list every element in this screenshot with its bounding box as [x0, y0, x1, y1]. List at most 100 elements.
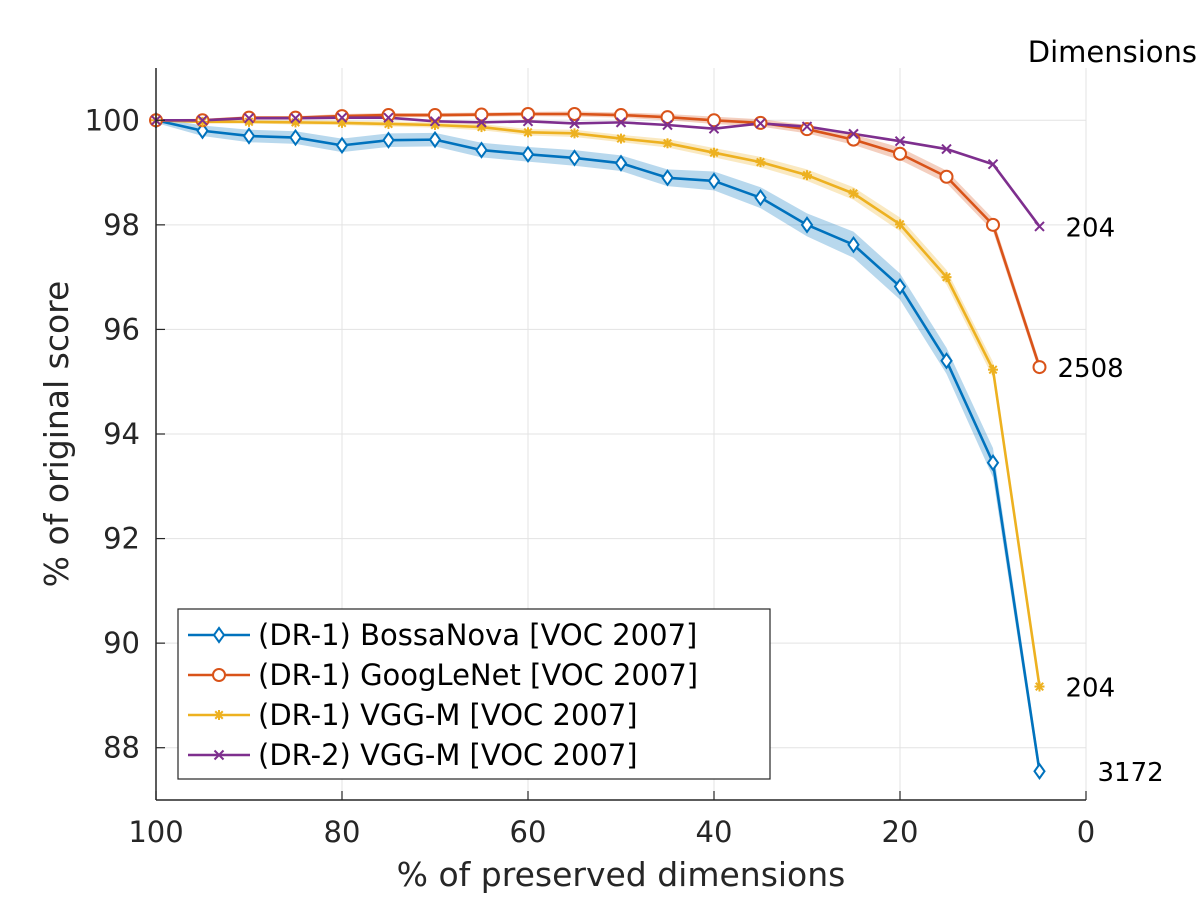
- point-series-3: [755, 157, 766, 168]
- legend-entry-4: (DR-2) VGG-M [VOC 2007]: [258, 738, 638, 772]
- point-series-3: [802, 170, 812, 181]
- y-tick-label: 94: [103, 417, 140, 451]
- x-tick-label: 0: [1077, 815, 1095, 849]
- point-series-1: [242, 127, 256, 145]
- point-series-2: [567, 107, 582, 122]
- point-series-4: [336, 112, 348, 123]
- series-markers: [149, 107, 1047, 780]
- point-series-4: [383, 112, 394, 123]
- legend-swatch-marker: [214, 710, 224, 720]
- point-series-1: [940, 352, 953, 370]
- legend-entry-1: (DR-1) BossaNova [VOC 2007]: [258, 618, 697, 652]
- point-series-1: [754, 188, 767, 207]
- legend-box: [177, 608, 771, 780]
- y-tick-label: 98: [103, 208, 140, 242]
- point-series-1: [335, 136, 349, 155]
- point-series-3: [941, 272, 952, 283]
- x-tick-label: 40: [696, 815, 733, 849]
- point-series-2: [986, 217, 1000, 232]
- y-tick-label: 88: [103, 731, 140, 765]
- point-series-4: [569, 118, 580, 129]
- point-series-4: [197, 115, 208, 126]
- point-series-3: [709, 147, 719, 158]
- point-series-3: [848, 188, 859, 199]
- point-series-2: [474, 107, 489, 122]
- end-label-series-1: 3172: [1098, 758, 1164, 788]
- line-series-3: [155, 118, 1041, 687]
- point-series-4: [615, 117, 627, 128]
- y-tick-label: 90: [103, 626, 140, 660]
- end-label-series-3: 204: [1066, 674, 1116, 704]
- end-label-series-2: 2508: [1058, 354, 1124, 384]
- point-series-1: [1033, 762, 1046, 780]
- x-tick-label: 80: [324, 815, 361, 849]
- point-series-1: [289, 128, 302, 147]
- point-series-1: [661, 169, 674, 187]
- band-series-2: [156, 111, 1040, 373]
- point-series-1: [614, 154, 628, 172]
- point-series-2: [707, 113, 721, 128]
- point-series-3: [988, 364, 998, 375]
- point-series-2: [800, 122, 814, 137]
- point-series-4: [801, 121, 813, 132]
- legend-swatch-marker: [213, 749, 225, 761]
- point-series-1: [521, 145, 535, 163]
- point-series-4: [1034, 221, 1045, 232]
- axes: [155, 68, 1087, 801]
- point-series-1: [428, 130, 442, 149]
- legend-entry-2: (DR-1) GoogLeNet [VOC 2007]: [258, 658, 698, 692]
- x-axis-label: % of preserved dimensions: [397, 855, 846, 894]
- end-label-series-4: 204: [1066, 213, 1116, 243]
- series-lines: [155, 112, 1041, 772]
- point-series-3: [616, 133, 626, 144]
- point-series-4: [290, 112, 301, 124]
- point-series-2: [939, 169, 954, 184]
- point-series-2: [660, 110, 675, 125]
- x-tick-label: 100: [128, 815, 183, 849]
- point-series-1: [847, 236, 860, 254]
- point-series-4: [941, 143, 952, 155]
- dimensions-title: Dimensions: [1028, 35, 1197, 69]
- tick-labels: 100 80 60 40 20 0 88 90 92 94 96 98 100: [85, 103, 1096, 849]
- point-series-4: [987, 158, 999, 170]
- point-series-4: [894, 135, 906, 147]
- band-series-3: [156, 119, 1040, 692]
- y-axis-label: % of original score: [37, 281, 76, 588]
- dimension-labels: 3172 2508 204 204: [1058, 213, 1164, 788]
- point-series-2: [1032, 360, 1047, 375]
- point-series-3: [197, 116, 208, 127]
- point-series-4: [522, 116, 534, 127]
- point-series-4: [848, 128, 859, 140]
- x-tick-label: 20: [882, 815, 919, 849]
- point-series-1: [568, 149, 581, 167]
- x-tick-label: 60: [510, 815, 547, 849]
- point-series-1: [475, 141, 488, 159]
- point-series-3: [569, 128, 580, 139]
- y-tick-label: 100: [85, 103, 140, 137]
- point-series-3: [337, 117, 347, 128]
- point-series-2: [428, 108, 442, 123]
- point-series-4: [662, 119, 673, 131]
- y-tick-label: 96: [103, 312, 140, 346]
- point-series-4: [755, 118, 766, 129]
- line-series-4: [156, 116, 1041, 228]
- point-series-3: [1034, 681, 1045, 692]
- point-series-3: [895, 219, 905, 230]
- point-series-4: [708, 123, 720, 134]
- point-series-4: [476, 117, 487, 128]
- point-series-1: [893, 277, 907, 296]
- point-series-1: [382, 131, 395, 149]
- point-series-1: [986, 454, 1000, 472]
- point-series-3: [523, 127, 533, 138]
- point-series-3: [662, 138, 673, 149]
- point-series-4: [429, 116, 441, 127]
- y-tick-label: 92: [103, 522, 140, 556]
- point-series-4: [243, 112, 255, 124]
- legend-swatch-marker: [212, 626, 226, 644]
- legend: (DR-1) BossaNova [VOC 2007] (DR-1) GoogLe…: [177, 608, 771, 780]
- legend-swatch-marker: [212, 668, 226, 682]
- line-series-1: [155, 119, 1041, 772]
- legend-entry-3: (DR-1) VGG-M [VOC 2007]: [258, 698, 638, 732]
- point-series-2: [846, 132, 861, 147]
